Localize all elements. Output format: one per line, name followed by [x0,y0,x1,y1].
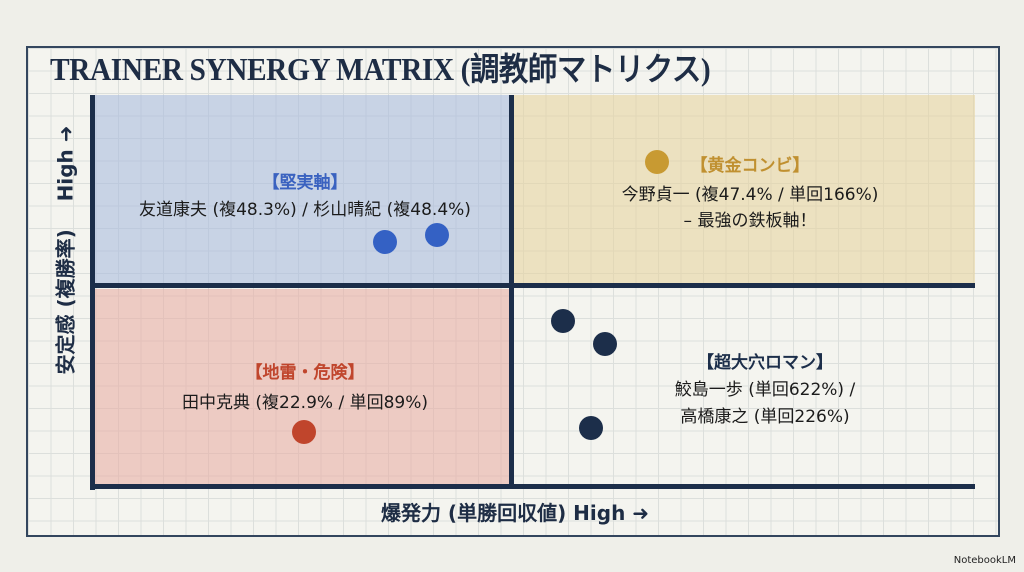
y-axis-high: High ➜ [53,125,78,202]
quadrant-heading-golden: 【黄金コンビ】 [690,156,810,176]
trainer-dot-other [579,416,603,440]
quadrant-text-golden-2: – 最強の鉄板軸！ [683,211,817,231]
trainer-dot-samejima [551,309,575,333]
quadrant-golden [514,95,975,283]
x-axis-title: 爆発力 (単勝回収値) High ➜ [380,501,650,525]
quadrant-text-steady: 友道康夫 (複48.3%) / 杉山晴紀 (複48.4%) [139,200,471,220]
y-axis-title: 安定感 (複勝率) High ➜ [50,126,79,375]
page-title: TRAINER SYNERGY MATRIX (調教師マトリクス) [50,51,711,87]
vertical-divider [509,95,514,487]
watermark: NotebookLM [953,555,1016,566]
quadrant-heading-steady: 【堅実軸】 [262,173,348,193]
trainer-dot-tomomichi [373,230,397,254]
trainer-dot-takahashi [593,332,617,356]
quadrant-steady [94,95,511,283]
y-axis-line [90,95,95,490]
quadrant-text-danger: 田中克典 (複22.9% / 単回89%) [182,393,428,413]
quadrant-text-longshot-2: 高橋康之 (単回226%) [680,407,850,427]
quadrant-danger [94,289,511,484]
trainer-dot-sugiyama [425,223,449,247]
horizontal-divider [92,283,975,288]
x-axis-line [90,484,975,489]
quadrant-text-longshot-1: 鮫島一歩 (単回622%) / [674,380,856,400]
trainer-dot-tanaka [292,420,316,444]
y-axis-label: 安定感 (複勝率) [53,229,78,375]
trainer-dot-konno [645,150,669,174]
quadrant-heading-longshot: 【超大穴ロマン】 [697,353,833,373]
quadrant-heading-danger: 【地雷・危険】 [245,363,365,383]
quadrant-text-golden-1: 今野貞一 (複47.4% / 単回166%) [621,185,879,205]
